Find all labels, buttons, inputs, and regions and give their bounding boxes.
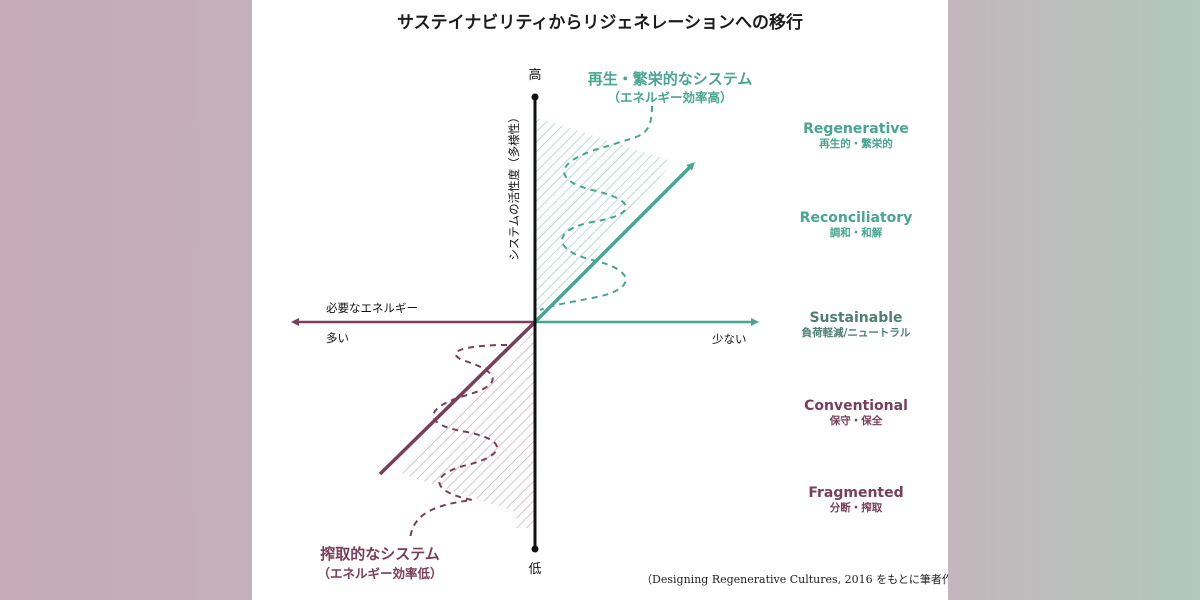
level-name-sustainable: Sustainable bbox=[809, 310, 902, 326]
level-name-conventional: Conventional bbox=[804, 398, 908, 414]
level-sub-regenerative: 再生的・繁栄的 bbox=[819, 137, 893, 150]
level-name-reconciliatory: Reconciliatory bbox=[800, 210, 913, 226]
regenerative-system-title: 再生・繁栄的なシステム bbox=[588, 70, 753, 88]
y-axis-low-label: 低 bbox=[528, 562, 541, 577]
extractive-system-title: 搾取的なシステム bbox=[320, 545, 440, 563]
regenerative-meander-path bbox=[539, 105, 653, 311]
level-sub-conventional: 保守・保全 bbox=[829, 414, 883, 427]
extractive-system-subtitle: （エネルギー効率低） bbox=[317, 566, 442, 581]
regenerative-system-subtitle: （エネルギー効率高） bbox=[607, 90, 732, 105]
level-sub-reconciliatory: 調和・和解 bbox=[830, 226, 883, 239]
diagram-title: サステイナビリティからリジェネレーションへの移行 bbox=[397, 12, 803, 33]
y-axis-high-label: 高 bbox=[528, 67, 541, 83]
level-sub-fragmented: 分断・搾取 bbox=[830, 501, 883, 514]
regenerative-diagonal-arrow bbox=[533, 162, 695, 324]
source-credit: （Designing Regenerative Cultures, 2016 を… bbox=[641, 572, 948, 586]
regenerative-hatched-region bbox=[535, 112, 668, 322]
y-axis-bottom-cap bbox=[531, 545, 539, 553]
extractive-meander-path bbox=[409, 344, 508, 541]
diagram-canvas: サステイナビリティからリジェネレーションへの移行 高 低 システムの活性度（多様… bbox=[291, 12, 948, 586]
level-name-regenerative: Regenerative bbox=[803, 121, 909, 137]
x-axis-many-label: 多い bbox=[326, 331, 349, 345]
extractive-diagonal-line bbox=[378, 320, 537, 476]
level-sub-sustainable: 負荷軽減/ニュートラル bbox=[802, 326, 911, 339]
diagram-panel: サステイナビリティからリジェネレーションへの移行 高 低 システムの活性度（多様… bbox=[252, 0, 948, 600]
extractive-hatched-region bbox=[402, 330, 535, 528]
y-axis-top-cap bbox=[531, 93, 539, 101]
x-axis-few-label: 少ない bbox=[712, 332, 747, 346]
x-axis-title: 必要なエネルギー bbox=[326, 301, 418, 315]
level-name-fragmented: Fragmented bbox=[808, 485, 903, 501]
y-axis-title: システムの活性度（多様性） bbox=[507, 111, 521, 260]
